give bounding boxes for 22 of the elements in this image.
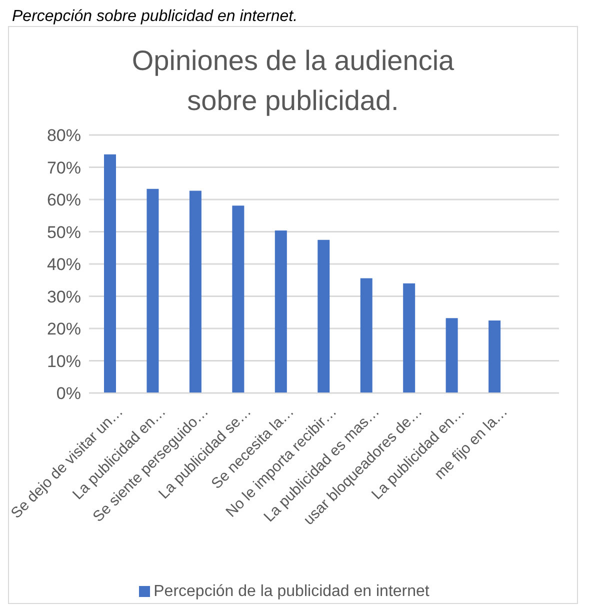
y-tick-label: 80% <box>46 126 81 146</box>
y-tick-label: 10% <box>46 352 81 371</box>
y-tick-label: 50% <box>46 222 81 242</box>
y-tick-label: 30% <box>46 287 81 306</box>
text: Percepción sobre publicidad en internet. <box>12 8 299 26</box>
y-tick-label: 60% <box>46 190 81 210</box>
legend-label: Percepción de la publicidad en internet <box>154 583 430 600</box>
chart-title: Opiniones de la audiencia sobre publicidad. <box>130 44 456 118</box>
bar <box>232 206 244 393</box>
bar <box>274 230 287 393</box>
bar <box>146 188 159 393</box>
y-tick-label: 20% <box>46 320 81 339</box>
bar <box>189 190 202 393</box>
bar <box>446 318 458 393</box>
bar <box>403 283 416 393</box>
bar <box>318 240 330 393</box>
y-tick-label: 70% <box>46 158 81 178</box>
bar <box>104 154 116 393</box>
bar <box>360 278 372 393</box>
y-tick-label: 40% <box>46 255 81 274</box>
y-tick-label: 0% <box>56 384 81 404</box>
bar <box>488 320 501 393</box>
